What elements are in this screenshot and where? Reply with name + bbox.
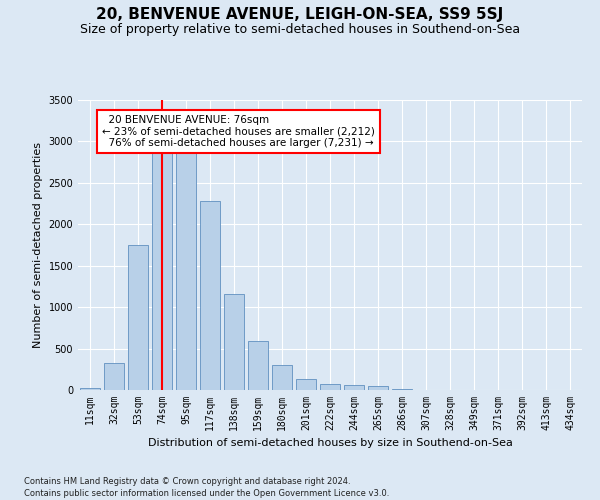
Bar [248, 341, 268, 390]
Bar [272, 365, 292, 390]
Bar [224, 294, 244, 390]
Bar [128, 245, 148, 390]
Bar [152, 146, 172, 390]
Y-axis label: Number of semi-detached properties: Number of semi-detached properties [33, 142, 43, 348]
Text: Distribution of semi-detached houses by size in Southend-on-Sea: Distribution of semi-detached houses by … [148, 438, 512, 448]
Bar [80, 388, 100, 390]
Text: 20, BENVENUE AVENUE, LEIGH-ON-SEA, SS9 5SJ: 20, BENVENUE AVENUE, LEIGH-ON-SEA, SS9 5… [97, 8, 503, 22]
Text: 20 BENVENUE AVENUE: 76sqm
← 23% of semi-detached houses are smaller (2,212)
  76: 20 BENVENUE AVENUE: 76sqm ← 23% of semi-… [102, 115, 375, 148]
Bar [392, 389, 412, 390]
Bar [320, 384, 340, 390]
Bar [200, 201, 220, 390]
Bar [176, 146, 196, 390]
Text: Contains HM Land Registry data © Crown copyright and database right 2024.: Contains HM Land Registry data © Crown c… [24, 478, 350, 486]
Bar [368, 386, 388, 390]
Text: Size of property relative to semi-detached houses in Southend-on-Sea: Size of property relative to semi-detach… [80, 22, 520, 36]
Bar [104, 362, 124, 390]
Bar [344, 385, 364, 390]
Bar [296, 379, 316, 390]
Text: Contains public sector information licensed under the Open Government Licence v3: Contains public sector information licen… [24, 489, 389, 498]
